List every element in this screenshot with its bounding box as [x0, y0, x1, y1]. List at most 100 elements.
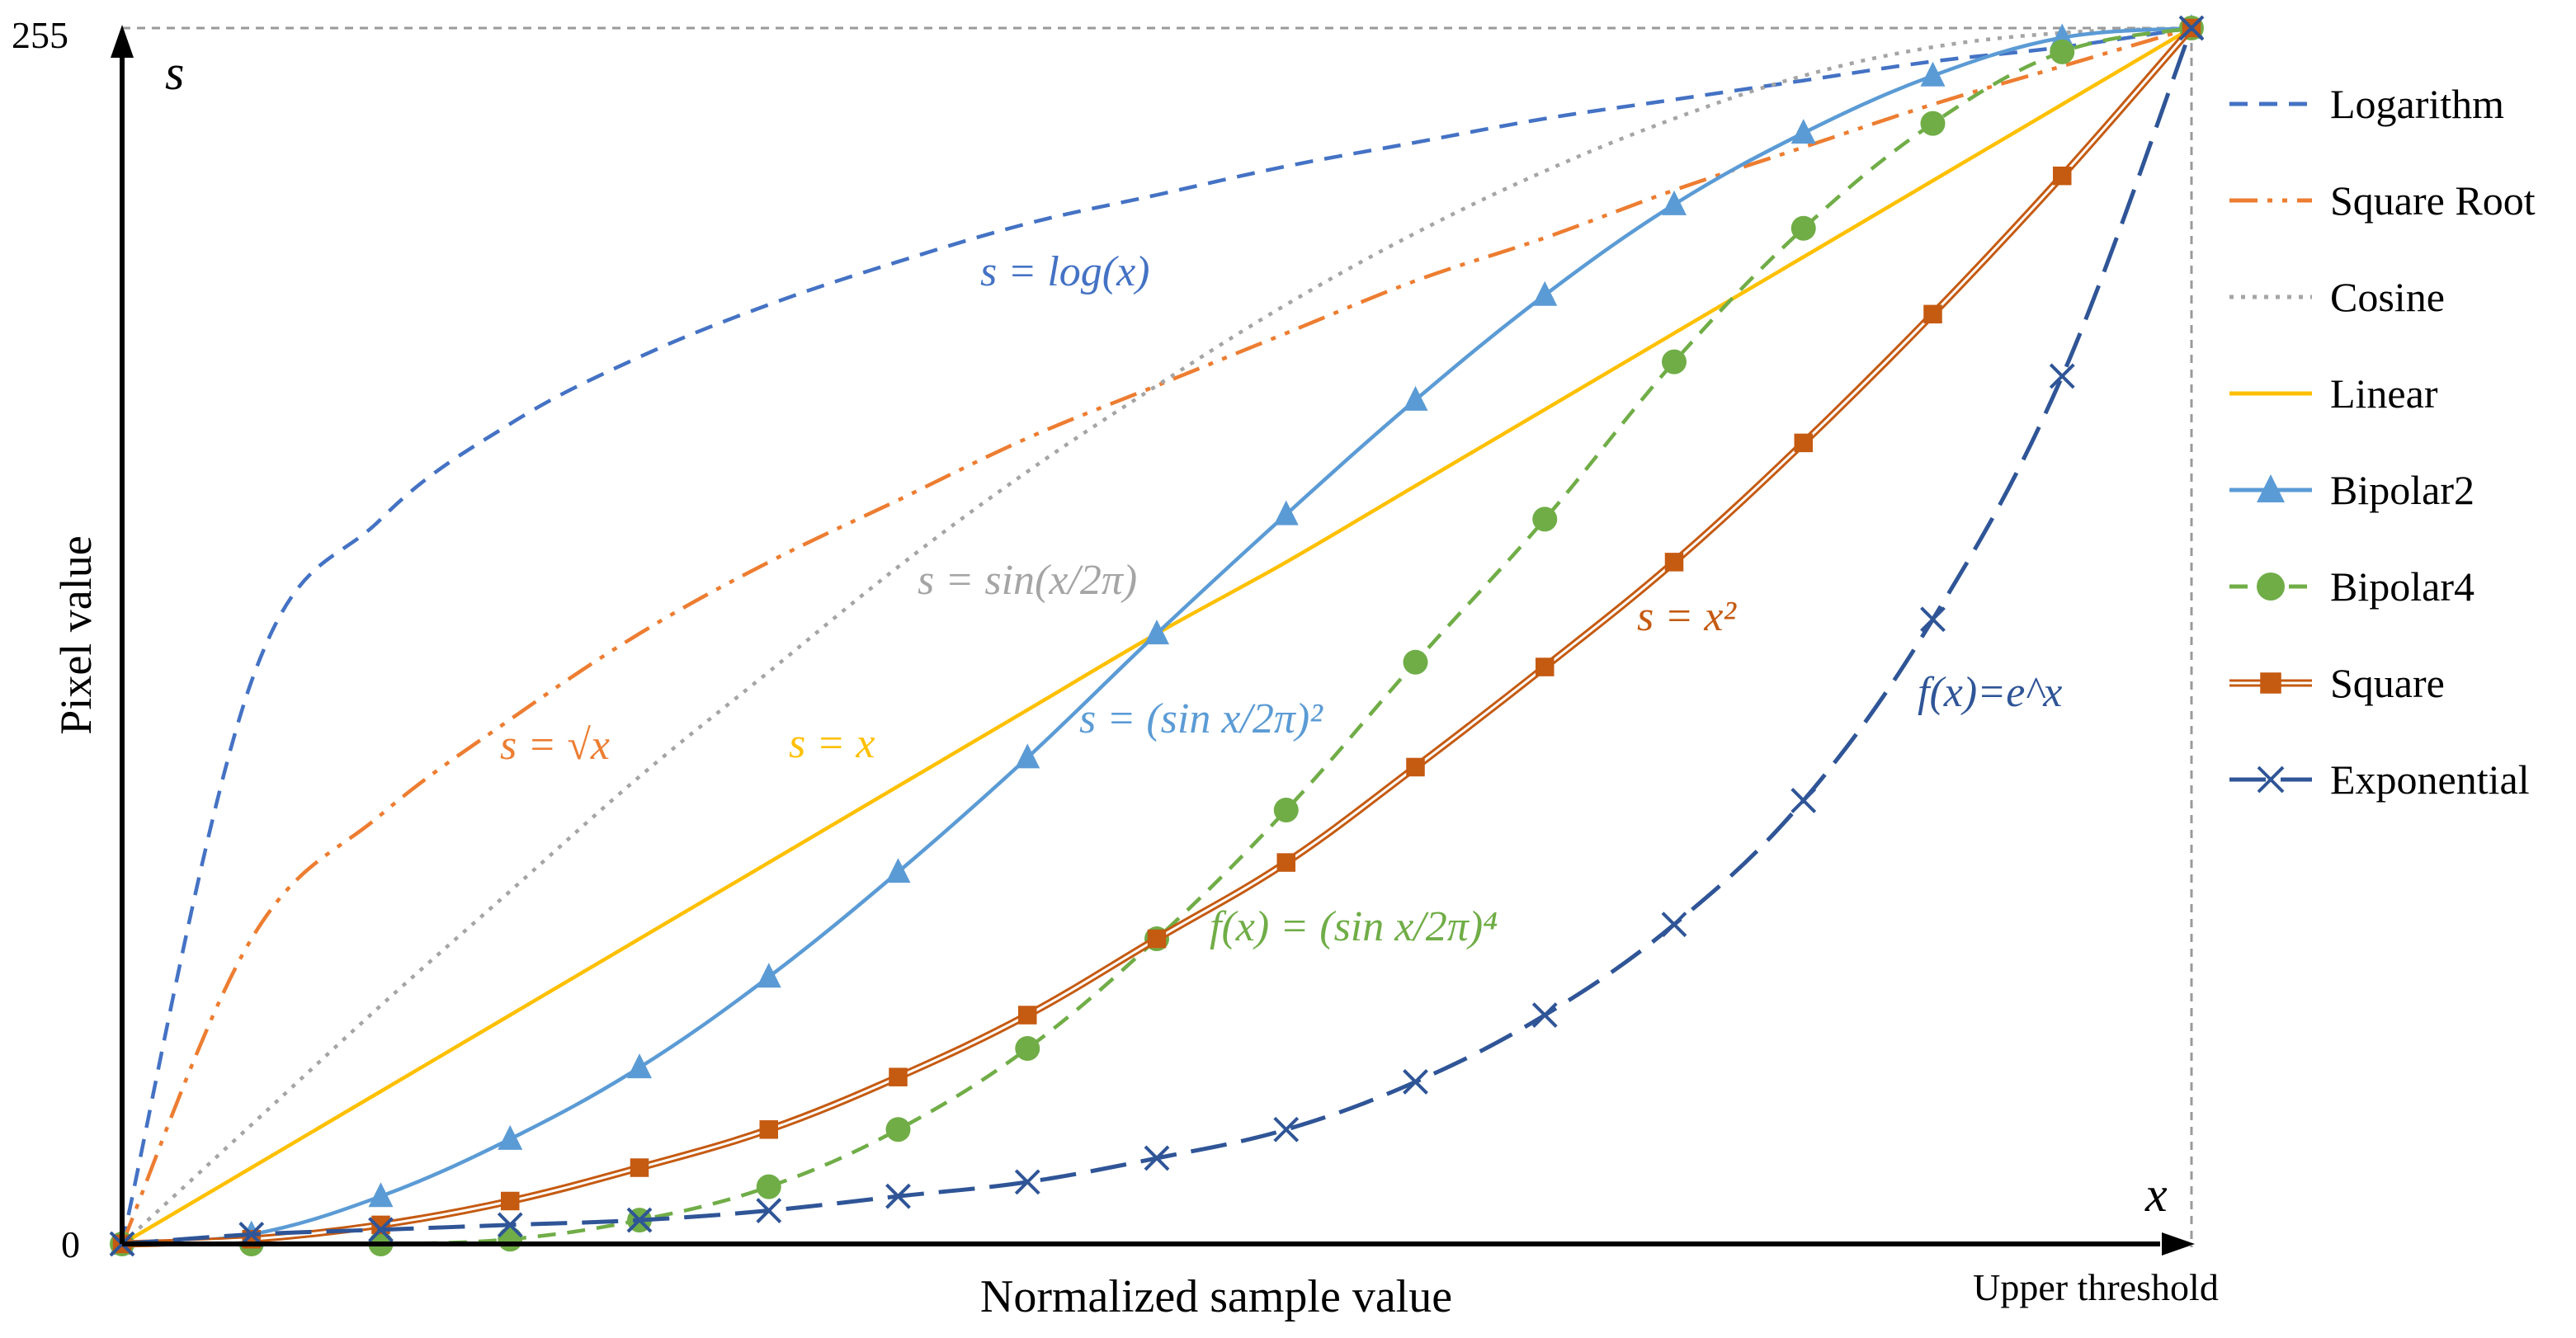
point-bipolar4-10	[1403, 649, 1428, 675]
point-square-13	[1794, 433, 1813, 453]
legend-label-bipolar2: Bipolar2	[2330, 467, 2475, 513]
point-bipolar2-7	[1015, 743, 1040, 769]
point-exponential-13-stroke-b	[1790, 788, 1817, 813]
point-exponential-5	[756, 1198, 782, 1223]
point-exponential-4	[626, 1207, 653, 1233]
series-square-root	[120, 26, 2192, 1245]
point-exponential-10-stroke-b	[1403, 1069, 1428, 1095]
legend-marker-exponential	[2257, 766, 2285, 794]
point-square-5	[759, 1120, 778, 1139]
legend-marker-square	[2260, 672, 2281, 694]
annotation-exp: f(x)=e^x	[1918, 669, 2062, 716]
point-square-6	[889, 1067, 908, 1086]
series-bipolar2	[110, 14, 2204, 1255]
series-line-square-root	[120, 26, 2192, 1245]
point-bipolar2-6	[885, 858, 911, 883]
point-bipolar4-12	[1662, 349, 1687, 375]
point-exponential-14	[1920, 606, 1946, 633]
point-square-9	[1276, 853, 1295, 872]
point-bipolar4-5	[756, 1174, 781, 1199]
legend-label-linear: Linear	[2330, 370, 2438, 417]
legend-item-cosine: Cosine	[2229, 274, 2445, 320]
point-exponential-7	[1014, 1169, 1040, 1195]
point-exponential-15	[2049, 363, 2075, 389]
legend-marker-bipolar4	[2257, 572, 2285, 601]
y-tick-0: 0	[61, 1223, 80, 1265]
point-exponential-7-stroke-b	[1014, 1169, 1040, 1195]
point-bipolar4-3	[498, 1227, 523, 1252]
annotation-sq: s = x²	[1637, 593, 1737, 640]
series-line-logarithm	[120, 26, 2192, 1245]
annotation-bip4: f(x) = (sin x/2π)⁴	[1210, 903, 1498, 950]
point-exponential-5-stroke-b	[756, 1198, 782, 1223]
x-axis-arrow	[2162, 1232, 2195, 1256]
point-square-7	[1018, 1006, 1037, 1025]
point-exponential-12	[1661, 912, 1687, 938]
series-layer	[109, 14, 2205, 1257]
legend-item-square: Square	[2229, 660, 2445, 706]
point-exponential-3	[497, 1212, 523, 1238]
point-exponential-10	[1403, 1069, 1428, 1095]
point-bipolar2-4	[627, 1053, 652, 1079]
point-exponential-9-stroke-b	[1273, 1116, 1300, 1142]
point-exponential-9	[1273, 1116, 1300, 1142]
point-exponential-16-stroke-b	[2178, 15, 2205, 41]
point-exponential-14-stroke-b	[1920, 606, 1946, 633]
point-bipolar2-12	[1662, 190, 1687, 215]
legend-label-cosine: Cosine	[2330, 274, 2445, 320]
x-axis-symbol: x	[2144, 1167, 2168, 1222]
annotation-lin: s = x	[789, 720, 875, 767]
point-bipolar4-14	[1920, 111, 1946, 136]
point-square-4	[630, 1158, 649, 1177]
annotation-bip2: s = (sin x/2π)²	[1079, 695, 1323, 742]
legend-item-linear: Linear	[2229, 370, 2438, 417]
point-bipolar4-11	[1532, 506, 1558, 532]
x-end-label: Upper threshold	[1973, 1266, 2219, 1308]
annotation-log: s = log(x)	[980, 248, 1150, 295]
point-bipolar2-2	[368, 1182, 394, 1208]
point-square-10	[1406, 757, 1425, 777]
point-exponential-3-stroke-b	[497, 1212, 523, 1238]
point-bipolar4-7	[1015, 1036, 1040, 1062]
legend-marker-bipolar2	[2257, 474, 2285, 502]
point-bipolar4-6	[885, 1117, 911, 1142]
legend-item-bipolar2: Bipolar2	[2229, 467, 2475, 513]
legend-item-square-root: Square Root	[2229, 177, 2536, 224]
legend-label-logarithm: Logarithm	[2330, 81, 2504, 127]
point-square-14	[1923, 304, 1942, 324]
legend: Logarithm Square Root Cosine Linear Bipolar2…	[2229, 81, 2536, 803]
point-bipolar2-5	[756, 963, 781, 988]
point-square-15	[2053, 166, 2072, 186]
point-exponential-8	[1144, 1145, 1170, 1171]
point-exponential-2-stroke-b	[368, 1217, 394, 1243]
point-exponential-16	[2178, 15, 2205, 41]
point-exponential-13	[1790, 788, 1817, 813]
point-exponential-2	[368, 1217, 394, 1243]
point-bipolar4-9	[1273, 797, 1299, 822]
legend-label-exponential: Exponential	[2330, 756, 2530, 803]
point-bipolar2-14	[1920, 61, 1946, 87]
point-bipolar4-13	[1790, 215, 1816, 241]
x-axis-title: Normalized sample value	[980, 1271, 1452, 1322]
point-bipolar2-13	[1790, 119, 1816, 144]
legend-item-logarithm: Logarithm	[2229, 81, 2504, 127]
point-exponential-8-stroke-b	[1144, 1145, 1170, 1171]
y-axis-arrow	[111, 25, 134, 58]
legend-label-square: Square	[2330, 660, 2445, 706]
legend-marker-exponential-stroke-b	[2257, 766, 2285, 794]
series-line-bipolar4	[122, 26, 2192, 1246]
point-bipolar2-3	[498, 1124, 523, 1150]
point-exponential-11-stroke-b	[1531, 1002, 1558, 1028]
point-exponential-15-stroke-b	[2049, 363, 2075, 389]
y-axis-title: Pixel value	[51, 535, 101, 734]
annotation-sin: s = sin(x/2π)	[918, 557, 1137, 604]
point-bipolar2-10	[1403, 385, 1428, 411]
annotation-sqrt: s = √x	[500, 722, 610, 769]
point-square-11	[1536, 657, 1555, 676]
point-square-8	[1147, 929, 1167, 949]
point-bipolar2-9	[1273, 500, 1299, 525]
point-bipolar2-11	[1532, 280, 1558, 306]
point-square-3	[501, 1191, 520, 1211]
point-exponential-11	[1531, 1002, 1558, 1028]
